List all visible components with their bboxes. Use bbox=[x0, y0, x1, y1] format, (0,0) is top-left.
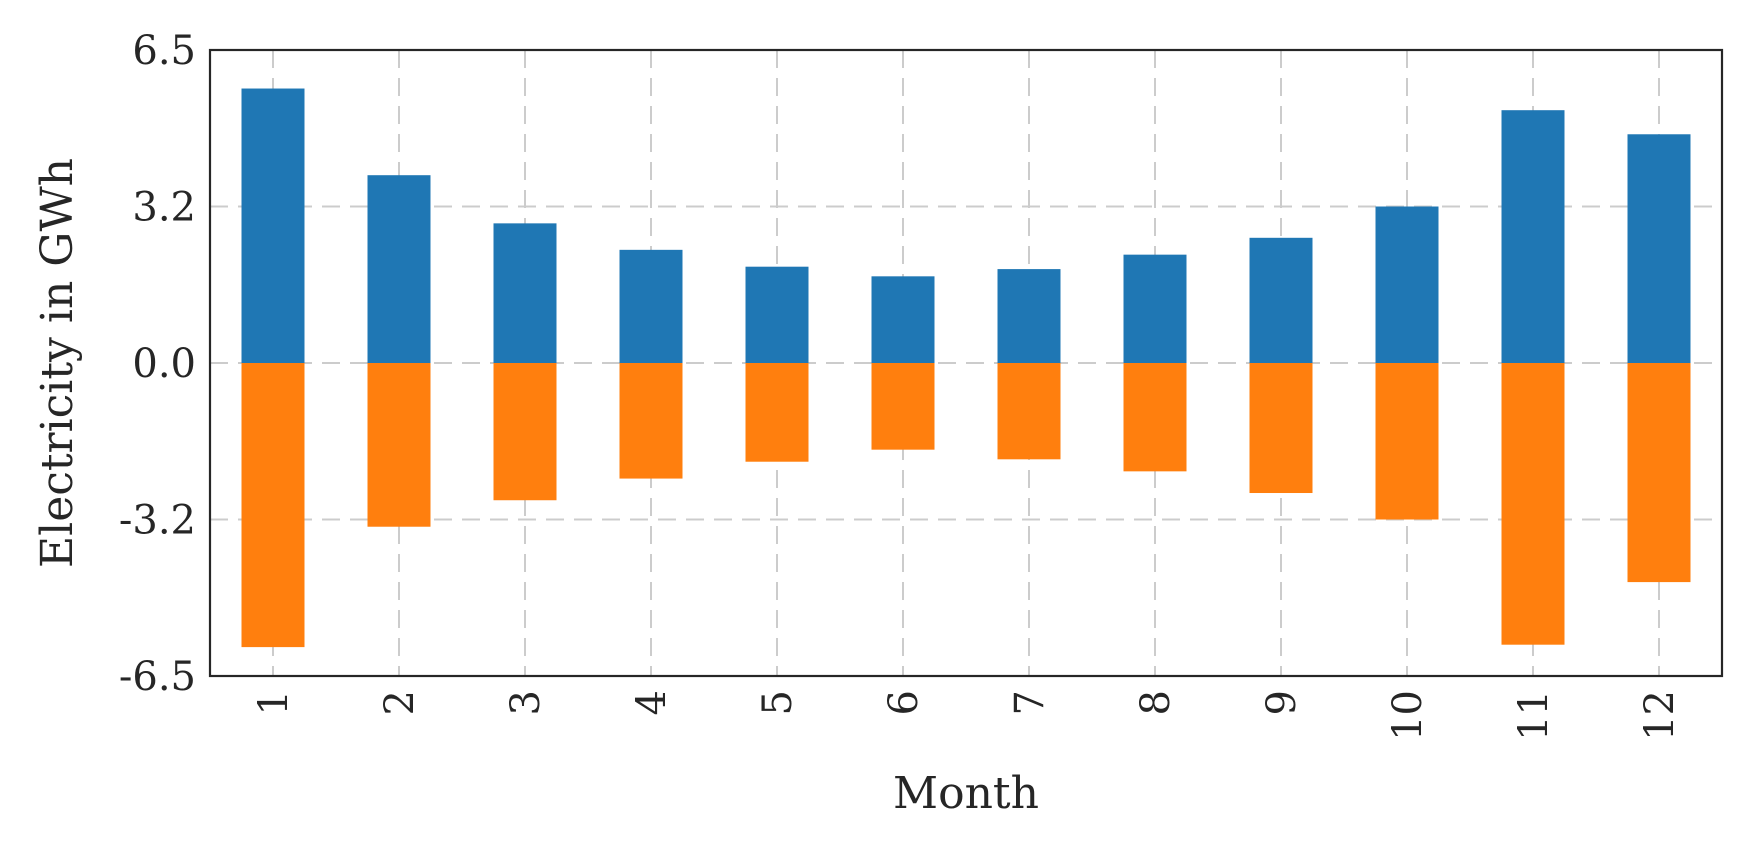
x-tick-label: 2 bbox=[377, 690, 423, 715]
x-tick-label: 9 bbox=[1259, 690, 1305, 715]
bar-series2-month-2 bbox=[367, 363, 431, 527]
y-axis-ticks: -6.5 -3.2 0.0 3.2 6.5 bbox=[119, 28, 196, 700]
x-tick-label: 11 bbox=[1511, 690, 1557, 741]
x-tick-label: 8 bbox=[1133, 690, 1179, 715]
bar-series2-month-12 bbox=[1627, 363, 1691, 583]
bar-series1-month-9 bbox=[1249, 237, 1313, 363]
bar-series1-month-3 bbox=[493, 223, 557, 363]
y-tick-label: -3.2 bbox=[119, 498, 196, 544]
bar-series1-month-8 bbox=[1123, 254, 1187, 363]
bar-series1-month-2 bbox=[367, 175, 431, 363]
x-tick-label: 6 bbox=[881, 690, 927, 715]
x-tick-label: 12 bbox=[1637, 690, 1683, 741]
y-tick-label: 3.2 bbox=[132, 185, 196, 231]
x-axis-label: Month bbox=[893, 768, 1039, 819]
x-tick-label: 1 bbox=[251, 690, 297, 715]
bar-series2-month-6 bbox=[871, 363, 935, 450]
bar-series1-month-4 bbox=[619, 249, 683, 363]
x-tick-label: 4 bbox=[629, 690, 675, 715]
y-tick-label: -6.5 bbox=[119, 654, 196, 700]
bar-series1-month-5 bbox=[745, 266, 809, 363]
x-tick-label: 7 bbox=[1007, 690, 1053, 715]
y-axis-label: Electricity in GWh bbox=[32, 158, 83, 568]
bars bbox=[241, 88, 1691, 648]
x-axis-ticks: 1 2 3 4 5 6 7 8 9 10 11 12 bbox=[251, 690, 1683, 741]
bar-series2-month-10 bbox=[1375, 363, 1439, 520]
x-tick-label: 3 bbox=[503, 690, 549, 715]
bar-series2-month-1 bbox=[241, 363, 305, 648]
bar-series2-month-9 bbox=[1249, 363, 1313, 494]
bar-series1-month-1 bbox=[241, 88, 305, 364]
grid-lines bbox=[210, 50, 1722, 676]
y-tick-label: 0.0 bbox=[132, 341, 196, 387]
bar-series2-month-5 bbox=[745, 363, 809, 462]
x-tick-label: 10 bbox=[1385, 690, 1431, 741]
bar-series2-month-7 bbox=[997, 363, 1061, 460]
y-tick-label: 6.5 bbox=[132, 28, 196, 74]
bar-series2-month-4 bbox=[619, 363, 683, 479]
bar-series1-month-11 bbox=[1501, 110, 1565, 363]
bar-series1-month-7 bbox=[997, 269, 1061, 363]
bar-series1-month-12 bbox=[1627, 134, 1691, 363]
x-tick-label: 5 bbox=[755, 690, 801, 715]
bar-series1-month-6 bbox=[871, 276, 935, 363]
bar-series2-month-11 bbox=[1501, 363, 1565, 645]
bar-series1-month-10 bbox=[1375, 206, 1439, 363]
plot-frame bbox=[208, 48, 1724, 678]
bar-series2-month-3 bbox=[493, 363, 557, 501]
bar-series2-month-8 bbox=[1123, 363, 1187, 472]
